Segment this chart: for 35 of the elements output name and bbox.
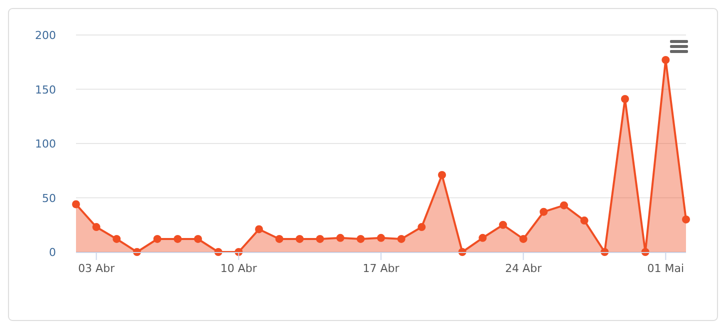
point — [194, 234, 202, 243]
point — [174, 234, 182, 243]
point — [540, 208, 548, 216]
point — [662, 56, 670, 64]
point — [519, 234, 528, 243]
point — [580, 216, 588, 225]
y-tick-label: 150 — [35, 83, 56, 96]
point — [72, 200, 80, 208]
x-tick-label: 01 Mai — [647, 262, 684, 275]
point — [499, 220, 507, 229]
point — [560, 201, 568, 210]
point — [621, 95, 629, 104]
point — [377, 234, 385, 242]
point — [438, 170, 446, 179]
point — [112, 234, 121, 243]
point — [356, 234, 365, 243]
point — [92, 223, 100, 232]
point — [255, 225, 263, 234]
point — [153, 234, 162, 243]
point — [296, 234, 304, 243]
x-tick-label: 24 Abr — [505, 262, 542, 275]
point — [418, 223, 426, 232]
x-tick-label: 10 Abr — [220, 262, 258, 275]
y-tick-label: 50 — [42, 192, 56, 205]
point — [336, 234, 344, 242]
y-tick-label: 0 — [49, 246, 56, 259]
y-tick-label: 200 — [35, 29, 56, 42]
y-tick-label: 100 — [35, 138, 56, 150]
point — [478, 234, 487, 242]
x-tick-label: 03 Abr — [78, 262, 116, 275]
point — [682, 215, 690, 224]
point — [397, 234, 406, 243]
point — [275, 234, 284, 243]
point — [316, 234, 324, 243]
x-tick-label: 17 Abr — [362, 262, 400, 275]
